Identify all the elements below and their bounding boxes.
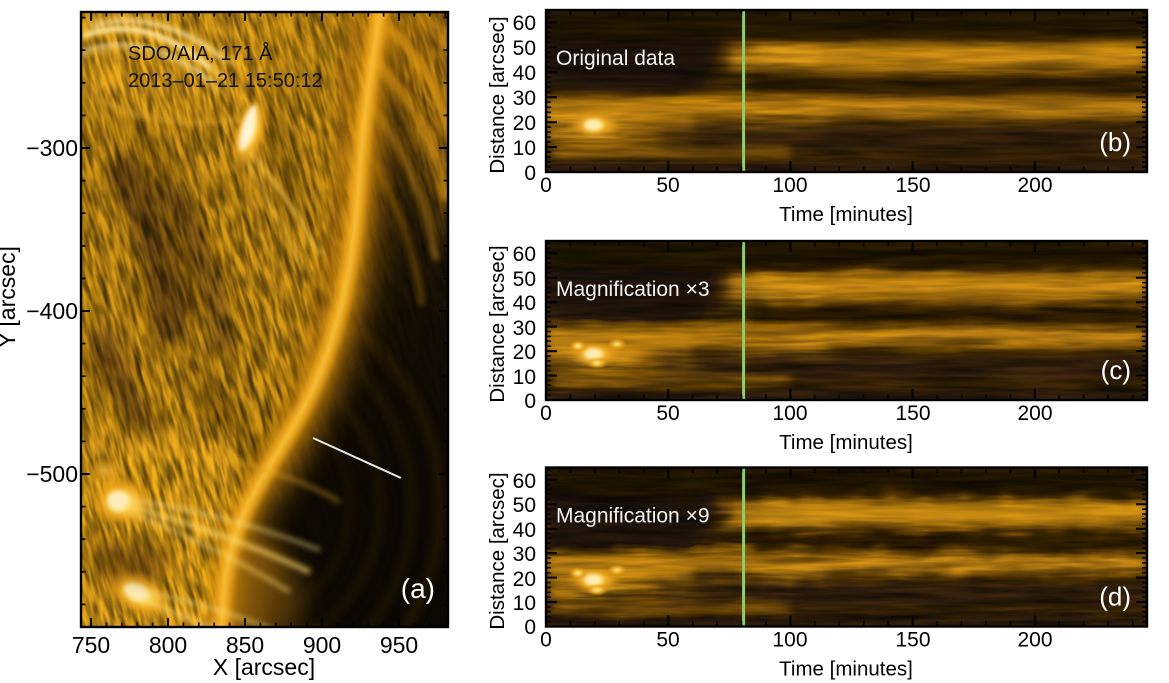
svg-text:Time [minutes]: Time [minutes]: [779, 658, 913, 681]
svg-text:50: 50: [513, 268, 536, 291]
svg-text:Distance [arcsec]: Distance [arcsec]: [486, 245, 509, 402]
svg-text:2013–01–21 15:50:12: 2013–01–21 15:50:12: [128, 70, 323, 92]
svg-text:30: 30: [513, 543, 536, 566]
svg-text:40: 40: [513, 62, 536, 85]
svg-text:100: 100: [772, 629, 807, 652]
svg-text:Magnification ×3: Magnification ×3: [556, 278, 710, 301]
svg-text:0: 0: [540, 629, 552, 652]
svg-text:Time [minutes]: Time [minutes]: [779, 203, 913, 226]
svg-text:−400: −400: [26, 298, 78, 324]
svg-text:(b): (b): [1099, 127, 1131, 157]
svg-text:60: 60: [513, 470, 536, 493]
svg-text:900: 900: [303, 632, 341, 658]
svg-text:Magnification ×9: Magnification ×9: [556, 505, 710, 528]
svg-text:30: 30: [513, 317, 536, 340]
svg-text:950: 950: [380, 632, 418, 658]
svg-text:−500: −500: [26, 461, 78, 487]
svg-text:100: 100: [772, 402, 807, 425]
svg-text:200: 200: [1017, 629, 1052, 652]
svg-text:50: 50: [656, 174, 679, 197]
svg-text:20: 20: [513, 568, 536, 591]
svg-text:0: 0: [524, 390, 536, 413]
svg-text:0: 0: [540, 174, 552, 197]
svg-text:50: 50: [513, 494, 536, 517]
svg-text:30: 30: [513, 87, 536, 110]
svg-text:50: 50: [656, 629, 679, 652]
svg-text:0: 0: [540, 402, 552, 425]
svg-text:20: 20: [513, 112, 536, 135]
svg-text:X [arcsec]: X [arcsec]: [213, 654, 315, 680]
svg-text:60: 60: [513, 12, 536, 35]
svg-text:10: 10: [513, 592, 536, 615]
svg-text:40: 40: [513, 519, 536, 542]
svg-text:850: 850: [226, 632, 264, 658]
svg-text:800: 800: [149, 632, 187, 658]
svg-text:150: 150: [895, 402, 930, 425]
svg-text:10: 10: [513, 137, 536, 160]
svg-text:750: 750: [72, 632, 110, 658]
svg-text:10: 10: [513, 366, 536, 389]
svg-text:150: 150: [895, 174, 930, 197]
svg-text:0: 0: [524, 616, 536, 639]
svg-text:(c): (c): [1101, 355, 1131, 385]
svg-text:100: 100: [772, 174, 807, 197]
svg-text:−300: −300: [26, 135, 78, 161]
svg-text:Time [minutes]: Time [minutes]: [779, 431, 913, 454]
svg-text:50: 50: [656, 402, 679, 425]
svg-text:(d): (d): [1099, 582, 1131, 612]
svg-text:40: 40: [513, 292, 536, 315]
svg-text:150: 150: [895, 629, 930, 652]
svg-text:200: 200: [1017, 402, 1052, 425]
svg-text:20: 20: [513, 341, 536, 364]
svg-text:50: 50: [513, 37, 536, 60]
svg-text:(a): (a): [401, 573, 435, 604]
svg-text:Original data: Original data: [556, 47, 675, 70]
svg-text:SDO/AIA, 171 Å: SDO/AIA, 171 Å: [128, 42, 273, 65]
svg-text:200: 200: [1017, 174, 1052, 197]
svg-text:Y [arcsec]: Y [arcsec]: [0, 246, 20, 348]
svg-text:0: 0: [524, 162, 536, 185]
svg-text:60: 60: [513, 243, 536, 266]
svg-text:Distance [arcsec]: Distance [arcsec]: [486, 472, 509, 629]
svg-text:Distance [arcsec]: Distance [arcsec]: [486, 16, 509, 173]
